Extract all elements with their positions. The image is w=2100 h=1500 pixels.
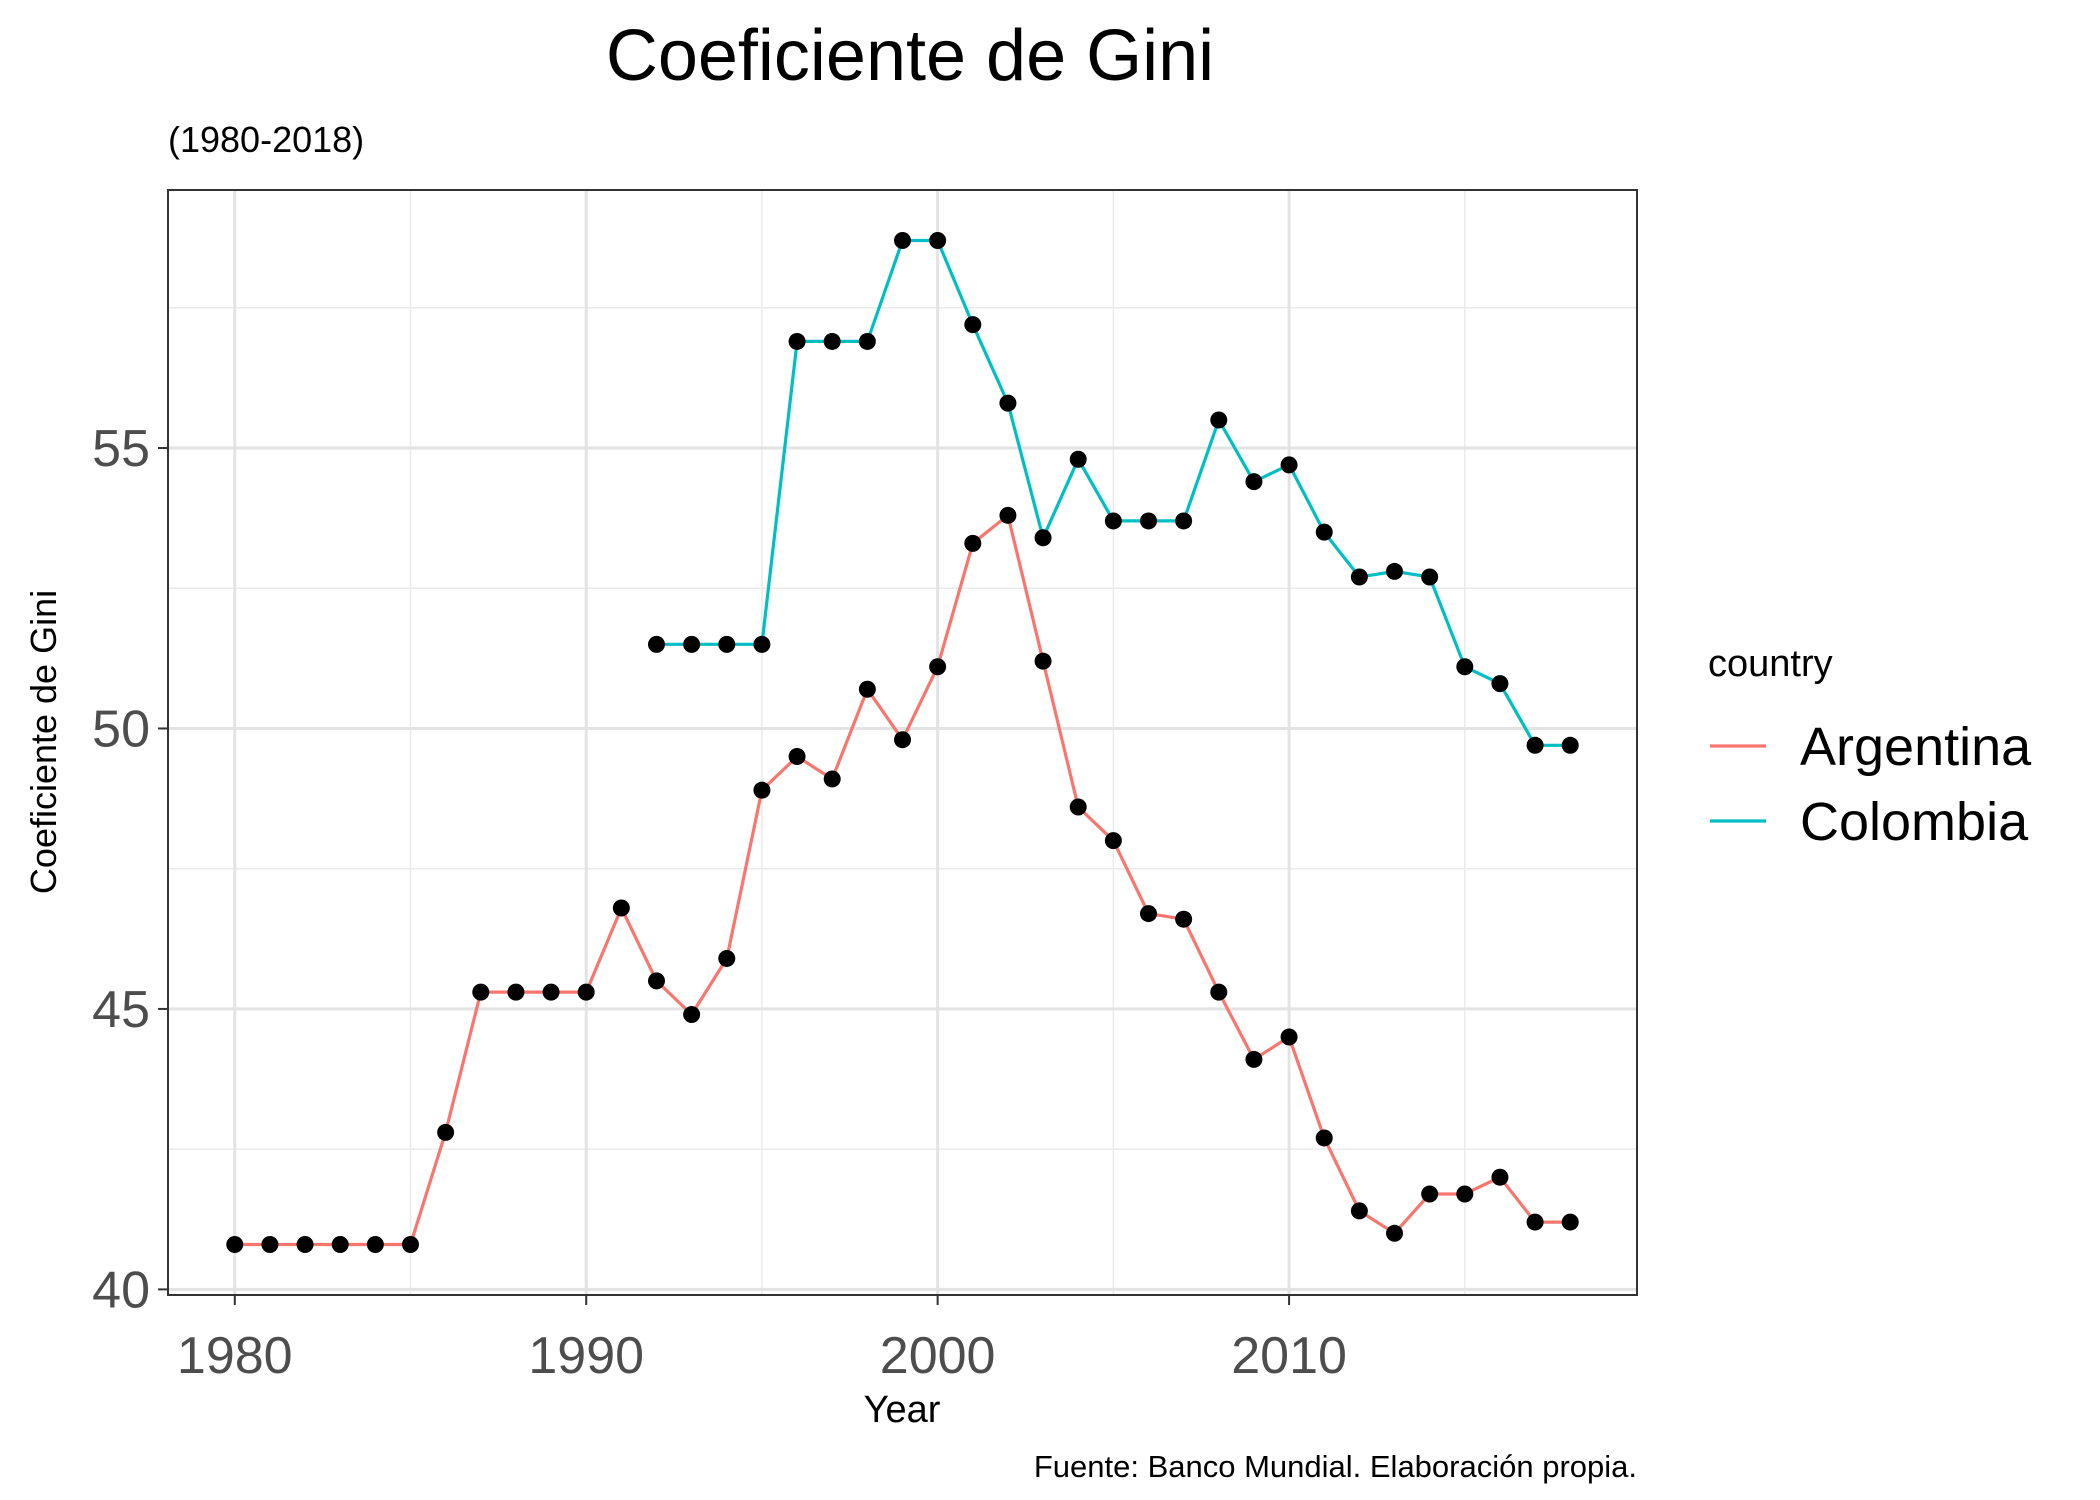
data-point-argentina [1421,1185,1439,1203]
data-point-colombia [1034,529,1052,547]
data-point-argentina [1386,1224,1404,1242]
data-point-argentina [718,949,736,967]
data-point-argentina [1280,1028,1298,1046]
y-tick-label: 55 [92,420,150,478]
data-point-argentina [1175,910,1193,928]
data-point-argentina [647,972,665,990]
data-point-argentina [261,1236,279,1254]
y-axis: 40 45 50 55 [92,420,168,1319]
data-point-colombia [1315,523,1333,541]
data-point-argentina [1034,652,1052,670]
data-point-colombia [1104,512,1122,530]
x-tick-label: 2000 [880,1327,996,1385]
x-tick-label: 1980 [177,1327,293,1385]
major-gridlines [168,190,1637,1295]
data-point-colombia [718,635,736,653]
data-point-argentina [401,1236,419,1254]
y-tick-label: 50 [92,700,150,758]
data-point-argentina [1069,798,1087,816]
data-point-colombia [1386,562,1404,580]
data-point-colombia [1140,512,1158,530]
data-point-colombia [1069,450,1087,468]
data-point-argentina [999,506,1017,524]
data-point-colombia [788,332,806,350]
chart-title: Coeficiente de Gini [606,16,1214,96]
data-point-argentina [1350,1202,1368,1220]
data-point-colombia [1421,568,1439,586]
series-points [226,231,1579,1254]
legend-label-colombia: Colombia [1800,792,2029,852]
data-point-argentina [753,781,771,799]
data-point-colombia [894,231,911,249]
data-point-argentina [929,658,947,676]
data-point-colombia [1526,736,1544,754]
data-point-argentina [612,899,630,917]
data-point-colombia [1210,411,1228,429]
y-axis-label: Coeficiente de Gini [23,590,64,894]
chart-subtitle: (1980-2018) [168,119,364,160]
data-point-colombia [1245,473,1263,491]
series-line-argentina [234,513,1571,1247]
data-point-argentina [1104,832,1122,850]
data-point-argentina [1315,1129,1333,1147]
data-point-argentina [858,680,876,698]
x-axis: 1980 1990 2000 2010 [177,1295,1347,1385]
legend-title: country [1708,643,1833,685]
data-point-argentina [507,983,525,1001]
data-point-argentina [437,1123,455,1141]
data-point-colombia [1561,736,1579,754]
data-point-argentina [788,748,806,766]
chart-caption: Fuente: Banco Mundial. Elaboración propi… [1034,1449,1637,1484]
legend-label-argentina: Argentina [1800,717,2032,777]
y-tick-label: 45 [92,981,150,1039]
y-tick-label: 40 [92,1261,150,1319]
data-point-argentina [1456,1185,1474,1203]
legend: country Argentina Colombia [1708,643,2032,852]
data-point-colombia [1175,512,1193,530]
data-point-argentina [894,731,911,749]
x-tick-label: 2010 [1231,1327,1347,1385]
data-point-argentina [542,983,560,1001]
data-point-argentina [472,983,490,1001]
data-point-colombia [929,231,947,249]
data-point-colombia [823,332,841,350]
data-point-argentina [1526,1213,1544,1231]
plot-panel-border [167,189,1638,1296]
data-point-colombia [1491,675,1509,693]
data-point-argentina [1140,905,1158,923]
data-point-colombia [753,635,771,653]
data-point-colombia [964,316,982,334]
data-point-argentina [964,534,982,552]
minor-gridlines [168,190,1637,1295]
data-point-argentina [1210,983,1228,1001]
data-point-colombia [1280,456,1298,474]
data-point-colombia [858,332,876,350]
data-point-argentina [683,1006,701,1024]
data-point-argentina [577,983,595,1001]
data-point-argentina [331,1236,349,1254]
x-tick-label: 1990 [528,1327,644,1385]
data-point-argentina [1245,1050,1263,1068]
data-point-argentina [1491,1168,1509,1186]
data-point-argentina [1561,1213,1579,1231]
x-axis-label: Year [864,1389,941,1431]
data-point-colombia [647,635,665,653]
data-point-argentina [366,1236,384,1254]
data-point-colombia [999,394,1017,412]
data-point-colombia [1456,658,1474,676]
data-point-colombia [1350,568,1368,586]
data-point-argentina [226,1236,244,1254]
data-point-argentina [823,770,841,788]
data-point-argentina [296,1236,314,1254]
data-point-colombia [683,635,701,653]
